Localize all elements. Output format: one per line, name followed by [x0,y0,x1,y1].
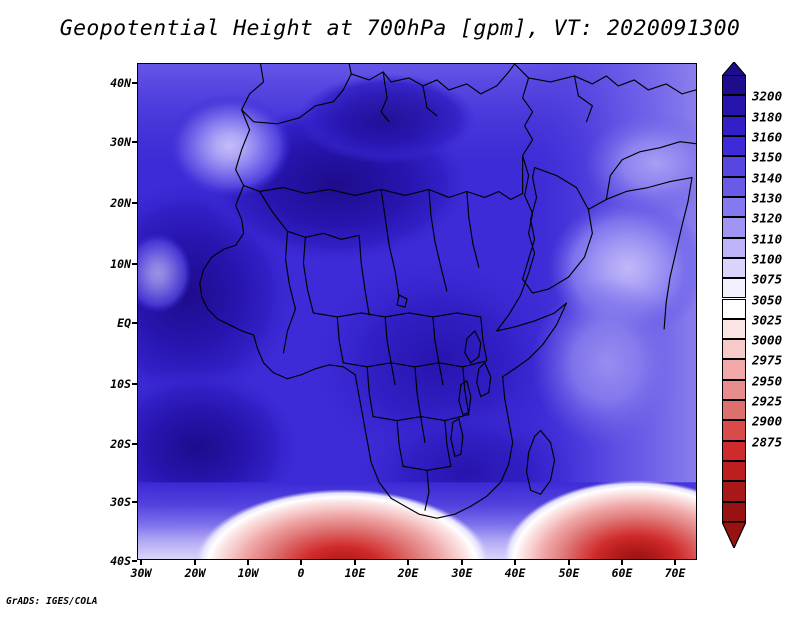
x-tick-label: 40E [504,566,526,580]
x-tick-label: 30E [451,566,473,580]
colorbar-tick-label: 3110 [752,231,783,247]
colorbar-band [722,501,746,522]
y-tick-label: EQ [117,316,131,330]
y-tick-mark [132,560,137,562]
x-tick-label: 20W [184,566,206,580]
colorbar-tick-label: 3050 [752,292,783,307]
colorbar-tick-label: 3150 [752,149,783,165]
colorbar-tick-label: 3025 [752,312,783,328]
y-tick-label: 30N [110,135,131,149]
colorbar-band [722,420,746,441]
colorbar-tick-label: 3075 [752,271,783,287]
colorbar-band [722,298,746,319]
map-plot-area [137,63,697,560]
y-tick-label: 20N [110,196,131,210]
x-tick-mark [247,560,249,565]
colorbar-tick-label: 2900 [752,413,783,429]
x-tick-label: 10E [344,566,366,580]
colorbar-band [722,379,746,401]
y-tick-mark [132,82,137,84]
x-tick-label: 0 [297,566,305,580]
colorbar-band [722,339,746,360]
x-tick-mark [354,560,356,565]
footer-credit: GrADS: IGES/COLA [6,596,98,607]
colorbar-tick-label: 3160 [752,129,783,145]
colorbar-band [722,318,746,340]
x-tick-mark [461,560,463,565]
x-tick-mark [514,560,516,565]
y-tick-label: 10N [110,257,131,271]
colorbar-tick-label: 3000 [752,332,783,348]
y-tick-label: 30S [110,495,131,509]
colorbar-band [722,359,746,380]
colorbar-band [722,95,746,116]
colorbar-band [722,461,746,482]
x-tick-mark [674,560,676,565]
colorbar-tick-label: 2875 [752,434,783,450]
x-tick-label: 20E [397,566,419,580]
x-tick-mark [621,560,623,565]
y-tick-mark [132,263,137,265]
x-tick-label: 60E [611,566,633,580]
y-tick-mark [132,501,137,503]
x-tick-mark [300,560,302,565]
page-title: Geopotential Height at 700hPa [gpm], VT:… [59,16,741,41]
colorbar-band [722,217,746,238]
x-tick-mark [407,560,409,565]
colorbar-band [722,135,746,157]
x-tick-mark [568,560,570,565]
colorbar-band [722,196,746,218]
y-tick-label: 40S [110,554,131,568]
colorbar-band [722,481,746,502]
x-tick-mark [194,560,196,565]
y-tick-mark [132,141,137,143]
colorbar-band [722,440,746,462]
colorbar-band [722,75,746,96]
contour-fill-canvas [138,64,696,559]
colorbar-band [722,278,746,299]
y-tick-mark [132,383,137,385]
y-tick-label: 10S [110,377,131,391]
x-tick-label: 70E [664,566,686,580]
x-tick-label: 30W [130,566,152,580]
colorbar[interactable] [722,62,746,548]
colorbar-band [722,257,746,279]
colorbar-band [722,400,746,421]
x-tick-label: 10W [237,566,259,580]
y-tick-label: 40N [110,76,131,90]
colorbar-tick-label: 3120 [752,210,783,226]
x-tick-mark [140,560,142,565]
colorbar-tick-label: 3200 [752,88,783,104]
x-tick-label: 50E [558,566,580,580]
colorbar-tick-label: 3130 [752,190,783,206]
y-tick-mark [132,322,137,324]
colorbar-band [722,176,746,197]
y-tick-mark [132,202,137,204]
colorbar-tick-label: 3140 [752,170,783,186]
colorbar-band [722,115,746,136]
colorbar-tick-label: 2975 [752,352,783,368]
colorbar-band [722,156,746,177]
colorbar-band [722,237,746,258]
y-tick-label: 20S [110,437,131,451]
colorbar-tick-label: 2950 [752,373,783,389]
colorbar-tick-label: 3100 [752,251,783,267]
colorbar-tick-label: 2925 [752,393,783,409]
y-tick-mark [132,443,137,445]
colorbar-tick-label: 3180 [752,109,783,125]
